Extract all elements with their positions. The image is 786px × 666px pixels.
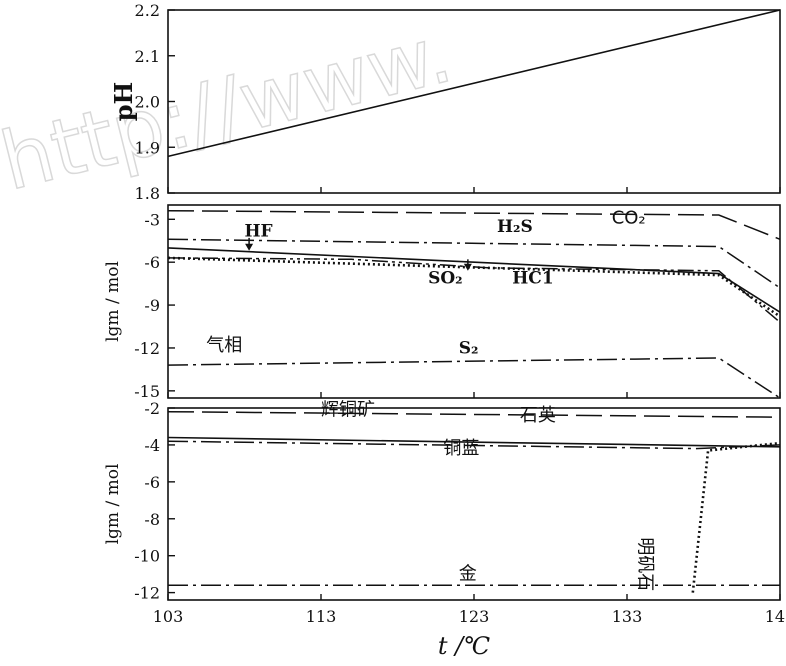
y-axis-label: lgm / mol [103,261,123,342]
hf-arrow-head [245,243,254,251]
annotation-石英: 石英 [520,405,556,426]
series-co2-line [167,209,781,240]
x-tick-label: 133 [612,607,643,626]
x-tick-label: 143 [765,607,786,626]
series-明矾石-line [691,441,781,593]
so2-arrow-head [463,263,472,271]
series-so2-line [167,256,781,318]
annotation-hc1: HC1 [512,269,553,289]
annotation-s2: S₂ [459,339,479,359]
series-hc1-line [167,257,781,323]
annotation-辉铜矿: 辉铜矿 [321,399,375,420]
series-hf-line [167,247,781,313]
panel-3: -2 -4 -6 -8 -10 -12 103 113 123 133 143 lgm / mol t … [103,399,786,660]
annotation-明矾石: 明矾石 [634,537,655,591]
y-tick-label: 2.2 [135,1,160,20]
y-tick-label: 2.0 [135,93,160,112]
watermark: http://www. [0,7,460,208]
annotation-金: 金 [459,564,477,585]
y-tick-label: 1.8 [135,184,160,203]
annotation-co2: CO₂ [612,208,646,229]
x-tick-label: 113 [306,607,337,626]
series-石英-line [167,410,781,418]
y-tick-label: -4 [144,436,160,455]
y-tick-label: -12 [134,584,160,603]
y-tick-label: -8 [144,510,160,529]
annotation-hf: HF [245,221,273,241]
x-axis-label: t /℃ [438,632,490,660]
series-s2-line [167,357,781,399]
y-tick-label: -2 [144,399,160,418]
series-1-line [167,9,781,158]
y-tick-label: -6 [144,473,160,492]
y-tick-label: -3 [144,210,160,229]
y-axis-label: pH [109,82,138,121]
y-tick-label: -12 [134,339,160,358]
series-h2s-line [167,238,781,289]
annotation-铜蓝: 铜蓝 [443,438,479,459]
x-tick-label: 103 [153,607,184,626]
panel-1: 1.8 1.9 2.0 2.1 2.2 pH [109,1,781,203]
panel-2: -3 -6 -9 -12 -15 lgm / mol HF H₂S CO₂ SO₂ HC1 气相 S₂ [103,204,781,401]
x-tick-label: 123 [459,607,490,626]
y-axis-label: lgm / mol [103,464,123,545]
series-铜蓝-line [167,440,781,450]
annotation-h2s: H₂S [497,217,533,237]
y-tick-label: 1.9 [135,138,160,157]
y-tick-label: -6 [144,253,160,272]
y-tick-label: -10 [134,547,160,566]
annotation-so2: SO₂ [428,269,463,289]
y-tick-label: -9 [144,296,160,315]
y-tick-label: 2.1 [135,47,160,66]
series-辉铜矿-line [167,436,781,448]
y-tick-label: -15 [134,382,160,401]
annotation-气相: 气相 [206,335,242,356]
